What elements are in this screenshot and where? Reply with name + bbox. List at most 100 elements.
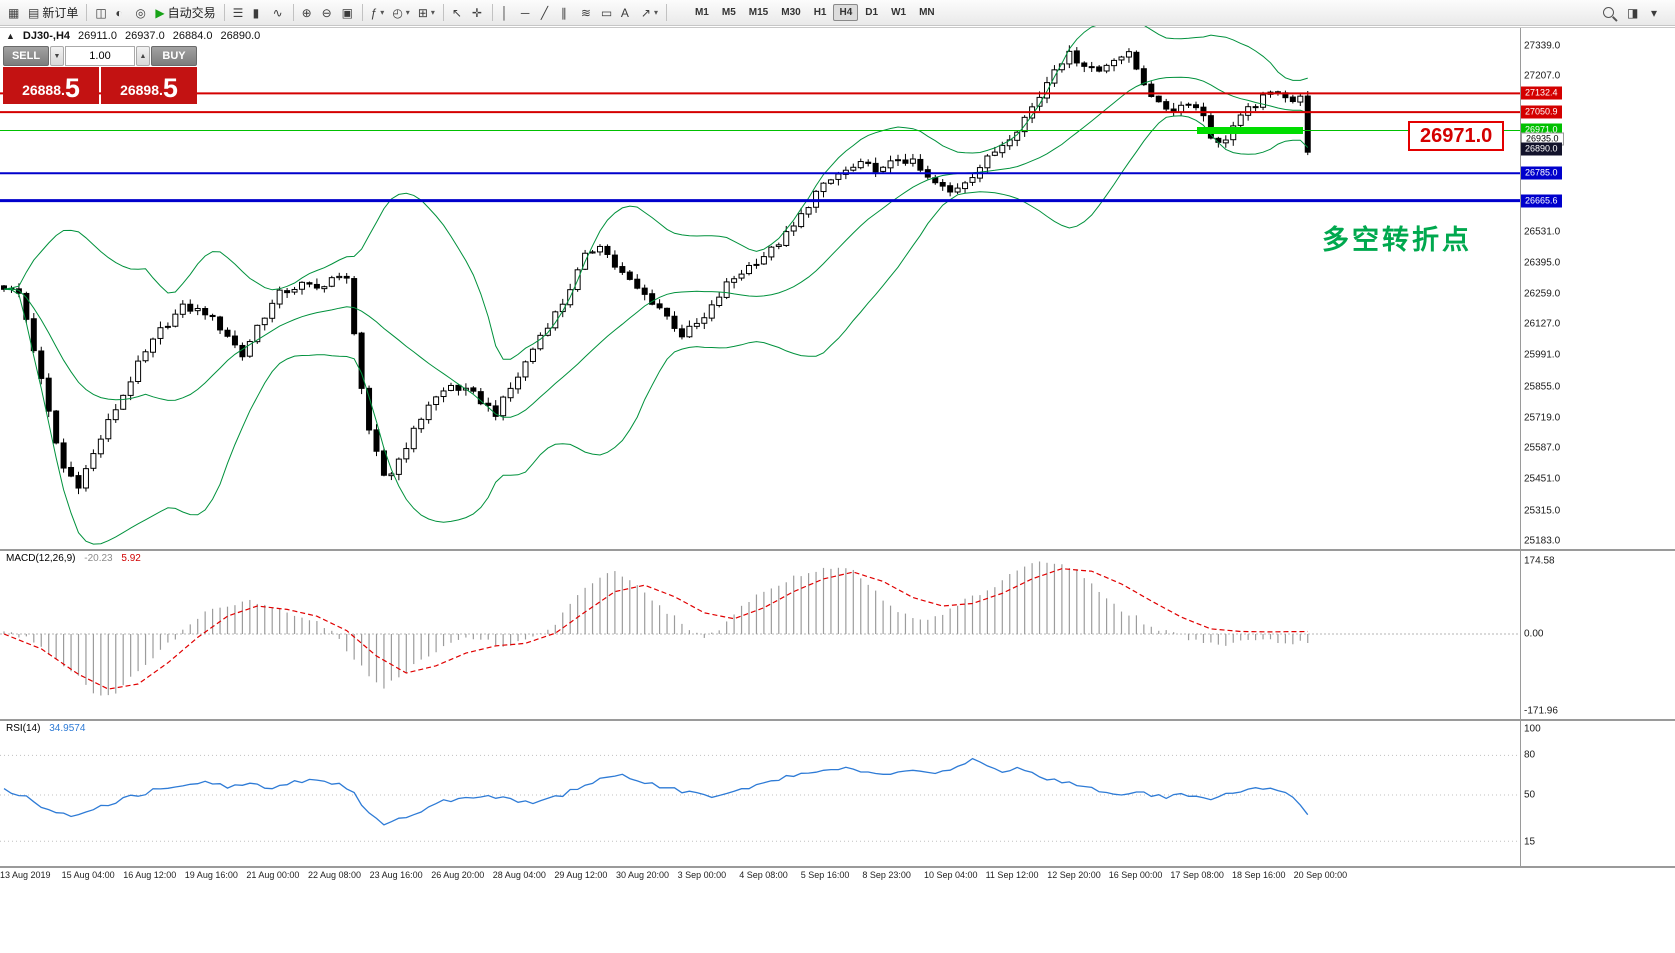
channel-icon: ∥ [560, 5, 567, 20]
charts-icon[interactable]: ◫ [91, 3, 111, 23]
autotrading-button[interactable]: ▶ 自动交易 [151, 3, 219, 23]
channel-icon[interactable]: ∥ [557, 3, 577, 23]
templates-icon: ⊞ [417, 5, 428, 20]
ohlc-low: 26884.0 [172, 30, 213, 42]
horizontal-line-icon: ─ [520, 5, 530, 20]
new-order-button-label: 新订单 [42, 6, 79, 20]
timeframe-button-m30[interactable]: M30 [775, 4, 806, 21]
fibonacci-icon[interactable]: ≋ [577, 3, 597, 23]
alerts-icon[interactable]: ◎ [131, 3, 151, 23]
templates-icon[interactable]: ⊞ ▾ [414, 3, 439, 23]
vertical-line-icon: │ [500, 5, 509, 20]
bar-chart-icon[interactable]: ☰ [229, 3, 249, 23]
zoom-out-icon[interactable]: ⊖ [318, 3, 338, 23]
autotrading-button: ▶ [155, 5, 165, 20]
rsi-name: RSI(14) [6, 723, 41, 734]
timeframe-button-w1[interactable]: W1 [885, 4, 912, 21]
sell-price-main: 26888. [22, 82, 65, 98]
time-axis-label: 26 Aug 20:00 [431, 870, 485, 880]
line-chart-icon: ∿ [272, 5, 283, 20]
timeframe-button-h4[interactable]: H4 [833, 4, 859, 21]
new-order-button: ▤ [28, 5, 40, 20]
lot-size-input[interactable] [65, 46, 135, 66]
time-axis[interactable]: 13 Aug 2019 15 Aug 04:00 16 Aug 12:00 19 Au… [0, 870, 1520, 884]
timeframe-button-d1[interactable]: D1 [859, 4, 884, 21]
periods-icon: ◴ [392, 5, 403, 20]
more-icon: ▾ [1651, 5, 1658, 20]
text-icon[interactable]: A [617, 3, 637, 23]
time-axis-label: 28 Aug 04:00 [492, 870, 546, 880]
new-chart-icon: ▦ [8, 5, 20, 20]
search-icon [1603, 7, 1614, 18]
horizontal-line-icon[interactable]: ─ [517, 3, 537, 23]
ohlc-close: 26890.0 [220, 30, 261, 42]
trendline-icon[interactable]: ╱ [537, 3, 557, 23]
buy-button[interactable]: BUY [151, 46, 197, 66]
shapes-icon: ▭ [600, 5, 613, 20]
zoom-out-icon: ⊖ [321, 5, 332, 20]
cursor-icon[interactable]: ↖ [448, 3, 468, 23]
time-axis-label: 18 Sep 16:00 [1232, 870, 1286, 880]
lot-increase-button[interactable]: ▲ [136, 46, 150, 66]
charts-icon: ◫ [95, 5, 107, 20]
candlestick-chart-icon[interactable]: ▮ [249, 3, 269, 23]
timeframe-button-m5[interactable]: M5 [716, 4, 742, 21]
dropdown-arrow-icon: ▾ [653, 8, 658, 17]
new-order-button[interactable]: ▤ 新订单 [24, 3, 82, 23]
tile-windows-icon: ▣ [341, 5, 353, 20]
text-icon: A [620, 5, 629, 20]
buy-price-quote[interactable]: 26898. 5 [101, 67, 197, 104]
time-axis-label: 19 Aug 16:00 [184, 870, 238, 880]
panel-toggle-icon[interactable]: ◨ [1623, 3, 1643, 23]
ohlc-high: 26937.0 [124, 30, 165, 42]
timeframe-button-m1[interactable]: M1 [689, 4, 715, 21]
time-axis-label: 15 Aug 04:00 [61, 870, 115, 880]
timeframe-button-m15[interactable]: M15 [743, 4, 774, 21]
periods-icon[interactable]: ◴ ▾ [388, 3, 414, 23]
search-icon[interactable] [1599, 3, 1619, 23]
lot-decrease-button[interactable]: ▼ [50, 46, 64, 66]
line-chart-icon[interactable]: ∿ [269, 3, 289, 23]
timeframe-button-h1[interactable]: H1 [808, 4, 833, 21]
time-axis-label: 11 Sep 12:00 [985, 870, 1039, 880]
toolbar-separator [86, 4, 88, 21]
profiles-icon[interactable]: ◐ [111, 3, 131, 23]
vertical-line-icon[interactable]: │ [497, 3, 517, 23]
price-callout-label[interactable]: 26971.0 [1408, 121, 1505, 151]
crosshair-icon: ✛ [471, 5, 482, 20]
tile-windows-icon[interactable]: ▣ [338, 3, 358, 23]
rsi-indicator-header: RSI(14) 34.9574 [6, 723, 85, 734]
sell-button[interactable]: SELL [3, 46, 49, 66]
crosshair-icon[interactable]: ✛ [468, 3, 488, 23]
shapes-icon[interactable]: ▭ [597, 3, 617, 23]
cursor-icon: ↖ [451, 5, 462, 20]
timeframe-toolbar: M1 M5 M15 M30 H1 H4 D1 W1 MN [689, 4, 941, 21]
time-axis-label: 4 Sep 08:00 [739, 870, 788, 880]
timeframe-button-mn[interactable]: MN [913, 4, 941, 21]
turning-point-annotation[interactable]: 多空转折点 [1322, 225, 1472, 255]
ohlc-open: 26911.0 [78, 30, 117, 42]
time-axis-label: 16 Sep 00:00 [1108, 870, 1163, 880]
time-axis-label: 12 Sep 20:00 [1047, 870, 1101, 880]
time-axis-label: 21 Aug 00:00 [246, 870, 300, 880]
time-axis-label: 30 Aug 20:00 [616, 870, 670, 880]
trade-panel-controls: SELL ▼ ▲ BUY [3, 46, 197, 66]
fibonacci-icon: ≋ [580, 5, 591, 20]
toolbar-buttons-group: ▦ ▤ 新订单 ◫ ◐ ◎ ▶ 自动交易 ☰ ▮ ∿ ⊕ ⊖ ▣ ƒ ▾ ◴ ▾ ⊞ ▾ ↖ ✛ │ ─ ╱ ∥ ≋ ▭ A ↗ ▾ [4, 3, 671, 23]
time-axis-label: 5 Sep 16:00 [800, 870, 850, 880]
time-axis-label: 23 Aug 16:00 [369, 870, 423, 880]
buy-price-main: 26898. [120, 82, 163, 98]
new-chart-icon[interactable]: ▦ [4, 3, 24, 23]
zoom-in-icon[interactable]: ⊕ [298, 3, 318, 23]
toolbar-separator [223, 4, 225, 21]
time-axis-label: 29 Aug 12:00 [554, 870, 608, 880]
sell-price-quote[interactable]: 26888. 5 [3, 67, 99, 104]
one-click-collapse-toggle[interactable]: ▲ [6, 31, 15, 41]
main-toolbar: ▦ ▤ 新订单 ◫ ◐ ◎ ▶ 自动交易 ☰ ▮ ∿ ⊕ ⊖ ▣ ƒ ▾ ◴ ▾ ⊞ ▾ ↖ ✛ │ ─ ╱ ∥ ≋ ▭ A ↗ ▾ M1 M… [0, 0, 1675, 26]
more-icon[interactable]: ▾ [1647, 3, 1667, 23]
indicators-icon[interactable]: ƒ ▾ [367, 3, 389, 23]
arrows-icon[interactable]: ↗ ▾ [637, 3, 662, 23]
panel-toggle-icon: ◨ [1627, 5, 1639, 20]
